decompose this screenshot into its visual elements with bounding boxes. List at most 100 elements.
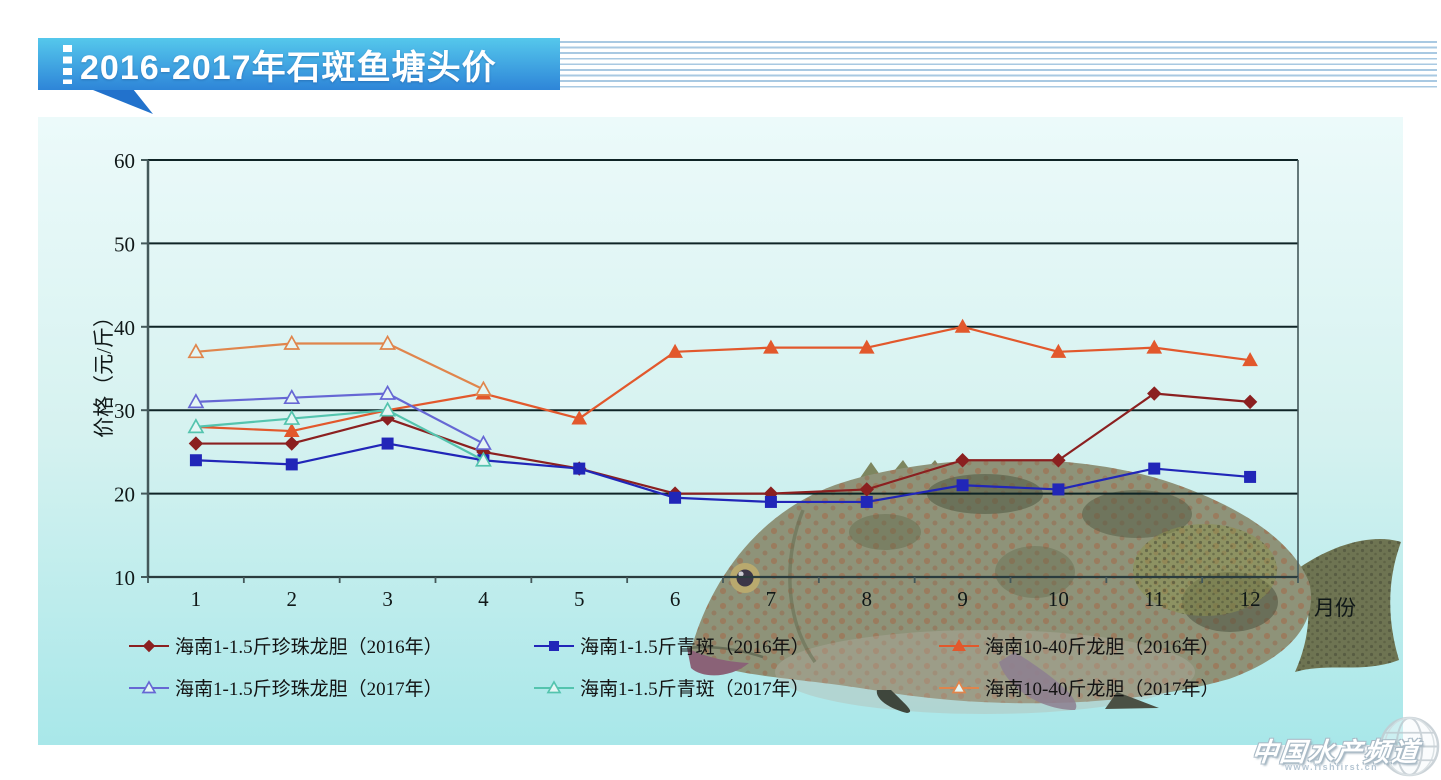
x-tick-label: 5 [574,587,585,611]
pinstripe-lines [560,41,1437,90]
marker-diamond [1051,453,1066,468]
fish-pelvic-fin [876,690,911,713]
y-tick-label: 50 [114,232,135,256]
series-line [195,392,484,445]
x-tick-label: 11 [1144,587,1164,611]
series-line [195,409,484,462]
marker-triangle [1146,339,1163,354]
marker-triangle [1050,343,1067,358]
marker-diamond [1147,386,1162,401]
marker-square [1244,470,1257,483]
marker-diamond [955,453,970,468]
series-line [195,442,1251,504]
x-tick-label: 7 [766,587,777,611]
globe-icon [1379,716,1440,777]
marker-triangle [283,409,301,425]
marker-square [189,454,202,467]
banner-dashed-line [63,45,72,84]
marker-triangle [546,679,562,693]
legend-item: 海南1-1.5斤珍珠龙胆（2016年） [128,632,443,659]
legend-marker-open-triangle [939,679,979,693]
x-tick-label: 8 [862,587,873,611]
watermark: 中国水产频道 www.fishfirst.cn [1240,712,1441,780]
marker-square [549,640,559,651]
marker-triangle [379,384,397,400]
legend-item: 海南10-40斤龙胆（2017年） [938,674,1219,701]
marker-diamond [859,482,874,497]
marker-triangle [763,339,779,354]
marker-triangle [858,339,875,354]
legend-marker-open-triangle [129,679,169,693]
x-tick-label: 4 [478,587,489,611]
fish-mouth [687,648,749,676]
marker-square [1052,483,1065,496]
x-tick-label: 10 [1048,587,1069,611]
page-title: 2016-2017年石斑鱼塘头价 [80,48,497,87]
y-tick-label: 20 [114,483,135,507]
y-tick-label: 40 [114,316,135,340]
marker-square [381,437,394,450]
marker-triangle [951,679,967,693]
legend-label: 海南1-1.5斤青斑（2016年） [580,637,810,658]
marker-square [956,479,969,492]
fish-anal-fin [1105,692,1159,709]
x-tick-label: 9 [957,587,968,611]
y-tick-label: 60 [114,149,135,173]
series-line [195,392,1251,495]
series-line [195,342,484,391]
grouper-fish-image [686,459,1401,714]
marker-diamond [284,436,299,451]
x-tick-label: 2 [287,587,298,611]
title-banner: 2016-2017年石斑鱼塘头价 [38,38,560,90]
legend-label: 海南1-1.5斤青斑（2017年） [580,679,810,700]
marker-triangle [187,393,205,409]
fish-pectoral-fin [999,652,1077,710]
marker-triangle [667,343,683,358]
marker-square [764,495,777,508]
x-tick-label: 6 [670,587,681,611]
marker-triangle [283,423,300,438]
legend-item: 海南10-40斤龙胆（2016年） [938,632,1219,659]
marker-triangle [474,451,492,467]
marker-triangle [187,418,205,434]
marker-triangle [283,334,301,350]
legend-label: 海南10-40斤龙胆（2016年） [985,637,1220,658]
x-axis-title: 月份 [1314,596,1356,620]
marker-square [1148,462,1161,475]
legend-marker-open-triangle [534,679,574,693]
marker-triangle [952,638,966,651]
x-tick-label: 3 [382,587,393,611]
legend-marker-square [534,640,574,651]
marker-triangle [571,410,588,425]
marker-triangle [474,434,492,450]
legend-marker-triangle [939,638,979,651]
marker-triangle [141,679,157,693]
series-line [195,325,1251,433]
fish-gill-line [788,509,817,664]
legend-item: 海南1-1.5斤青斑（2017年） [533,674,810,701]
marker-diamond [142,639,156,652]
marker-diamond [188,436,204,451]
legend-item: 海南1-1.5斤珍珠龙胆（2017年） [128,674,443,701]
marker-square [285,458,298,471]
legend-label: 海南1-1.5斤珍珠龙胆（2016年） [175,637,443,658]
y-tick-label: 10 [114,566,135,590]
legend-label: 海南1-1.5斤珍珠龙胆（2017年） [175,679,443,700]
legend-label: 海南10-40斤龙胆（2017年） [985,679,1220,700]
marker-square [669,491,682,504]
marker-triangle [474,380,492,396]
marker-square [573,462,586,475]
legend-item: 海南1-1.5斤青斑（2016年） [533,632,810,659]
watermark-url: www.fishfirst.cn [1285,762,1379,772]
marker-triangle [187,343,205,359]
marker-diamond [1242,394,1258,410]
y-axis-title: 价格（元/斤） [92,306,116,438]
y-tick-label: 30 [114,399,135,423]
legend-marker-diamond [129,639,169,652]
marker-triangle [954,318,971,333]
marker-triangle [379,401,397,417]
marker-triangle [283,388,301,405]
x-tick-label: 1 [191,587,202,611]
